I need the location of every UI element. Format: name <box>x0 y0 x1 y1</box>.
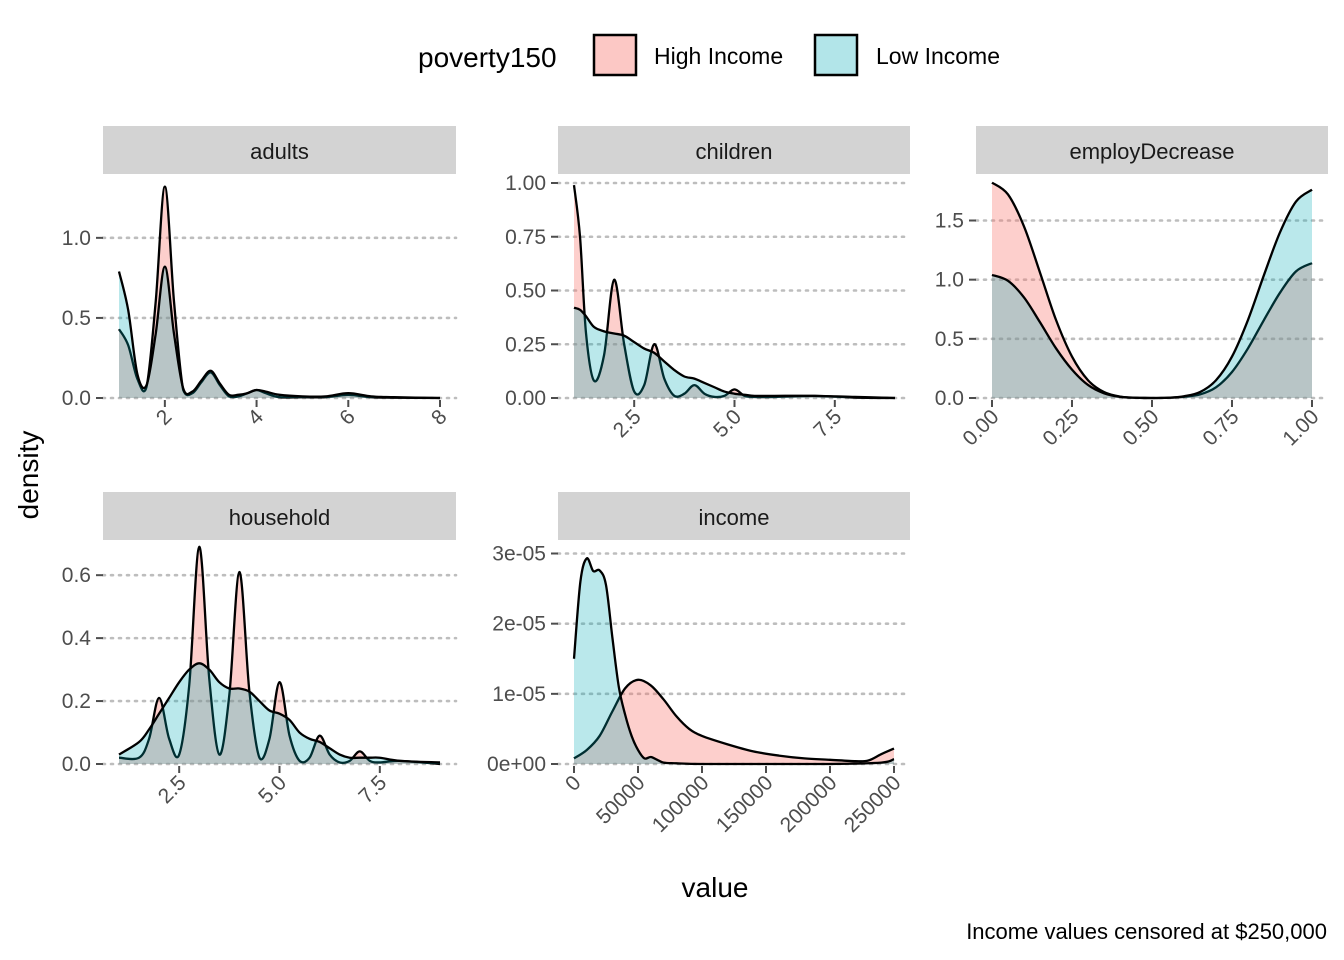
density-line-high-income <box>573 678 895 763</box>
y-tick-label: 0.0 <box>935 387 964 410</box>
density-line-high-income <box>118 545 441 766</box>
x-tick-label: 200000 <box>776 771 842 837</box>
x-tick-label: 0.75 <box>1198 405 1243 450</box>
density-area-low-income <box>574 307 895 398</box>
panel-household: household 0.0 0.2 0.4 0.6 2.5 5.0 7.5 <box>62 492 458 808</box>
x-tick-label: 1.00 <box>1278 405 1323 450</box>
x-tick-label: 8 <box>427 405 452 430</box>
strip-label-adults: adults <box>250 139 309 164</box>
legend-title: poverty150 <box>418 42 557 73</box>
y-tick-label: 0.25 <box>505 333 546 356</box>
x-tick-label: 50000 <box>592 771 650 829</box>
y-tick-label: 1.0 <box>62 227 91 250</box>
density-area-high-income <box>119 186 440 398</box>
density-line-low-income <box>118 662 441 764</box>
y-tick-label: 0.4 <box>62 627 92 650</box>
y-tick-label: 0.00 <box>505 387 546 410</box>
panel-children: children 0.00 0.25 0.50 0.75 1.00 2.5 5.0 7.5 <box>505 126 912 442</box>
y-tick-label: 1e-05 <box>492 683 546 706</box>
y-tick-label: 0e+00 <box>487 753 546 776</box>
density-area-high-income <box>574 679 894 764</box>
strip-label-employDecrease: employDecrease <box>1069 139 1234 164</box>
legend-key-low-income <box>813 33 859 77</box>
y-tick-label: 1.5 <box>935 210 964 233</box>
y-tick-label: 0.0 <box>62 387 91 410</box>
x-tick-label: 7.5 <box>354 771 391 808</box>
y-tick-label: 0.6 <box>62 564 91 587</box>
y-tick-label: 2e-05 <box>492 613 546 636</box>
density-area-high-income <box>992 182 1312 398</box>
y-tick-label: 0.75 <box>505 226 546 249</box>
legend-key-high-income <box>592 33 638 77</box>
x-tick-label: 100000 <box>648 771 714 837</box>
x-tick-label: 250000 <box>840 771 906 837</box>
panel-adults: adults 0.0 0.5 1.0 2 4 6 8 <box>62 126 458 430</box>
density-area-low-income <box>992 189 1312 398</box>
density-area-low-income <box>574 558 894 764</box>
x-tick-label: 2.5 <box>609 405 646 442</box>
strip-label-children: children <box>695 139 772 164</box>
strip-label-income: income <box>699 505 770 530</box>
x-tick-label: 0.00 <box>958 405 1003 450</box>
panel-employDecrease: employDecrease 0.0 0.5 1.0 1.5 0.00 0.25 0.50 0.… <box>935 126 1330 450</box>
y-tick-label: 1.00 <box>505 172 546 195</box>
x-tick-label: 6 <box>335 405 360 430</box>
x-tick-label: 0.50 <box>1118 405 1163 450</box>
density-line-low-income <box>573 306 896 400</box>
density-line-low-income <box>991 188 1313 400</box>
y-tick-label: 0.50 <box>505 280 546 303</box>
x-tick-label: 0 <box>561 771 586 796</box>
y-tick-label: 0.2 <box>62 690 91 713</box>
x-tick-label: 5.0 <box>709 405 746 442</box>
x-tick-label: 150000 <box>712 771 778 837</box>
strip-household <box>103 492 456 540</box>
x-axis-title: value <box>682 872 749 903</box>
strip-label-household: household <box>229 505 331 530</box>
panel-income: income 0e+00 1e-05 2e-05 3e-05 0 5000010000015… <box>487 492 912 837</box>
density-line-low-income <box>572 557 895 766</box>
legend-label-high-income: High Income <box>654 43 783 69</box>
legend-label-low-income: Low Income <box>876 43 1000 69</box>
x-tick-label: 2 <box>152 405 177 430</box>
y-tick-label: 0.5 <box>935 328 964 351</box>
x-tick-label: 0.25 <box>1038 405 1083 450</box>
legend: poverty150 High Income Low Income <box>418 33 1000 77</box>
x-tick-label: 5.0 <box>254 771 291 808</box>
caption: Income values censored at $250,000 <box>966 919 1327 944</box>
y-axis-title: density <box>13 431 44 520</box>
x-tick-label: 7.5 <box>809 405 846 442</box>
strip-employDecrease <box>976 126 1328 174</box>
density-line-low-income <box>117 265 441 400</box>
strip-income <box>558 492 910 540</box>
x-tick-label: 2.5 <box>154 771 191 808</box>
y-tick-label: 1.0 <box>935 269 964 292</box>
y-tick-label: 0.0 <box>62 753 91 776</box>
density-area-low-income <box>119 266 440 398</box>
x-tick-label: 4 <box>244 405 269 430</box>
density-area-high-income <box>119 546 440 764</box>
y-tick-label: 3e-05 <box>492 543 546 566</box>
strip-adults <box>103 126 456 174</box>
strip-children <box>558 126 910 174</box>
y-tick-label: 0.5 <box>62 307 91 330</box>
density-area-low-income <box>119 663 440 764</box>
